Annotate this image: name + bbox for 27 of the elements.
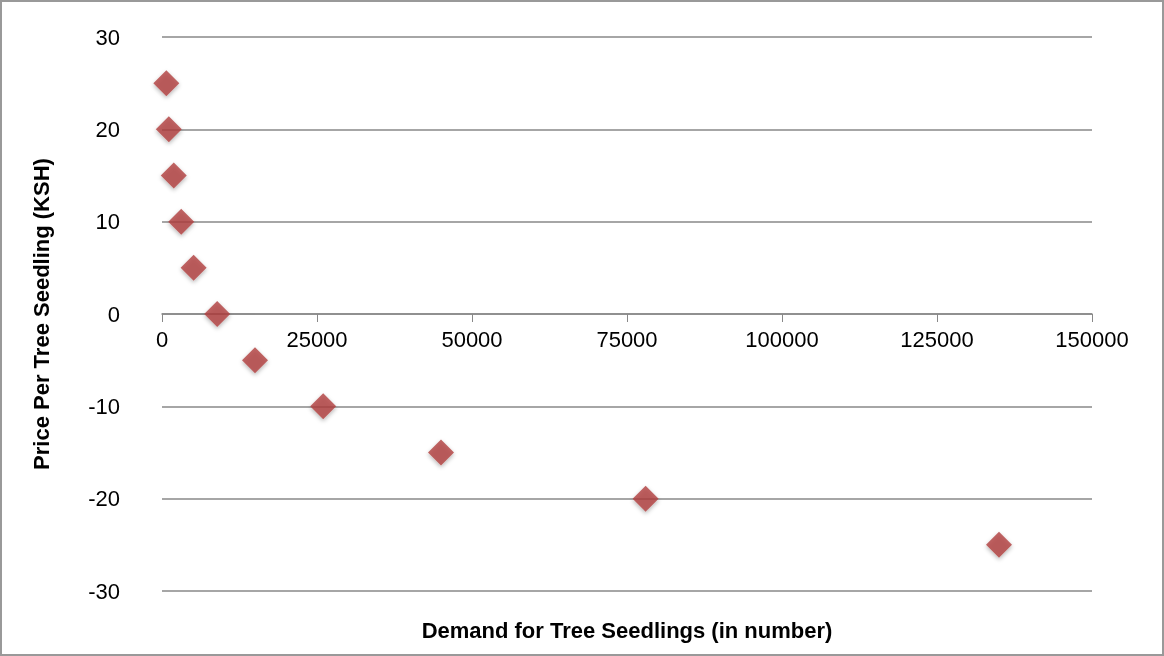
point	[242, 347, 268, 374]
y-tick-label: -20	[88, 486, 120, 512]
x-tick-label: 50000	[441, 326, 503, 352]
y-axis-title: Price Per Tree Seedling (KSH)	[28, 158, 54, 470]
point	[428, 439, 454, 466]
y-tick-label: -30	[88, 578, 120, 604]
point	[204, 301, 231, 327]
y-tick-label: 30	[95, 24, 120, 50]
y-tick-label: 10	[95, 209, 120, 235]
point	[632, 485, 659, 512]
x-tick-label: 25000	[286, 326, 348, 352]
point	[168, 208, 195, 235]
point	[160, 162, 187, 189]
x-tick-label: 125000	[900, 326, 974, 352]
point	[153, 70, 180, 97]
point	[986, 531, 1012, 558]
point	[155, 116, 182, 143]
x-tick-label: 0	[155, 326, 169, 352]
x-axis-title: Demand for Tree Seedlings (in number)	[421, 617, 833, 643]
x-tick-label: 100000	[745, 326, 819, 352]
y-tick-label: -10	[88, 393, 120, 419]
point	[310, 393, 337, 420]
y-tick-label: 20	[95, 116, 120, 142]
y-tick-label: 0	[107, 301, 120, 327]
point	[180, 254, 207, 281]
x-tick-label: 150000	[1055, 326, 1129, 352]
x-tick-label: 75000	[596, 326, 658, 352]
